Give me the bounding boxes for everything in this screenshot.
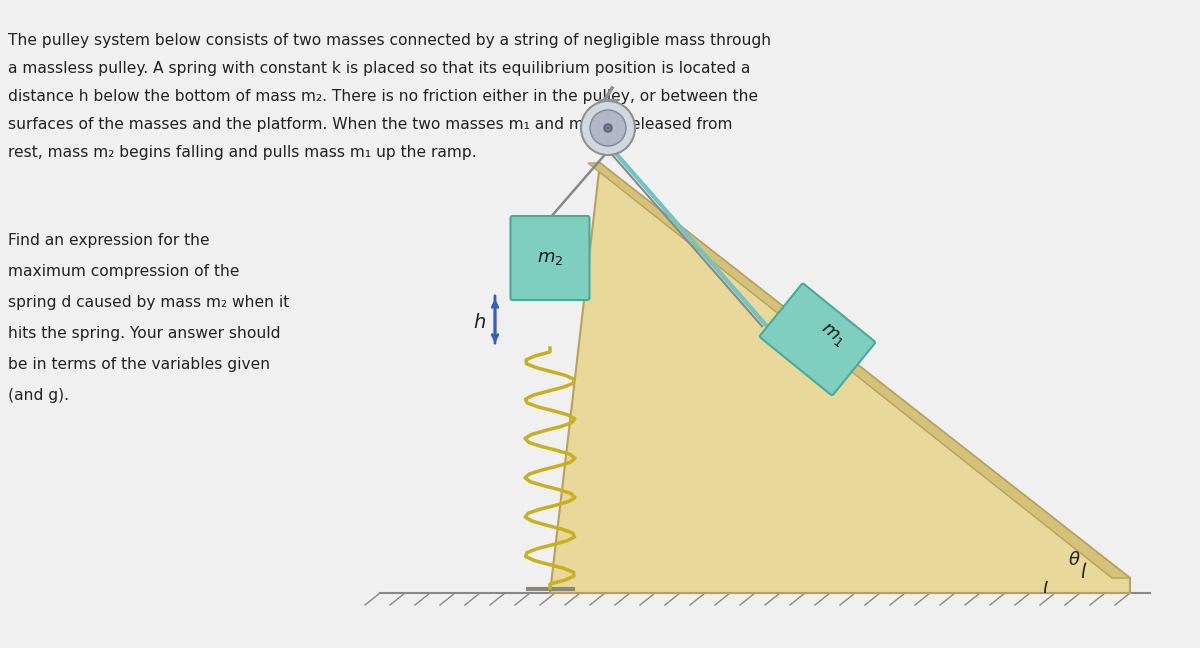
Text: $\theta$: $\theta$ <box>1068 551 1081 569</box>
Polygon shape <box>550 163 1130 593</box>
FancyBboxPatch shape <box>510 216 589 300</box>
Polygon shape <box>588 163 1130 578</box>
Text: distance h below the bottom of mass m₂. There is no friction either in the pulle: distance h below the bottom of mass m₂. … <box>8 89 758 104</box>
Text: be in terms of the variables given: be in terms of the variables given <box>8 357 270 372</box>
Text: (and g).: (and g). <box>8 388 70 403</box>
Text: hits the spring. Your answer should: hits the spring. Your answer should <box>8 326 281 341</box>
Circle shape <box>581 101 635 155</box>
Circle shape <box>590 110 626 146</box>
Text: rest, mass m₂ begins falling and pulls mass m₁ up the ramp.: rest, mass m₂ begins falling and pulls m… <box>8 145 476 160</box>
Text: Find an expression for the: Find an expression for the <box>8 233 210 248</box>
FancyBboxPatch shape <box>760 284 875 395</box>
Text: spring d caused by mass m₂ when it: spring d caused by mass m₂ when it <box>8 295 289 310</box>
Circle shape <box>604 124 612 132</box>
Text: maximum compression of the: maximum compression of the <box>8 264 240 279</box>
Text: $m_1$: $m_1$ <box>816 319 848 350</box>
Text: surfaces of the masses and the platform. When the two masses m₁ and m₂ are relea: surfaces of the masses and the platform.… <box>8 117 732 132</box>
Text: The pulley system below consists of two masses connected by a string of negligib: The pulley system below consists of two … <box>8 33 772 48</box>
Text: a massless pulley. A spring with constant k is placed so that its equilibrium po: a massless pulley. A spring with constan… <box>8 61 750 76</box>
Text: $m_2$: $m_2$ <box>536 249 563 267</box>
Text: $h$: $h$ <box>473 312 486 332</box>
